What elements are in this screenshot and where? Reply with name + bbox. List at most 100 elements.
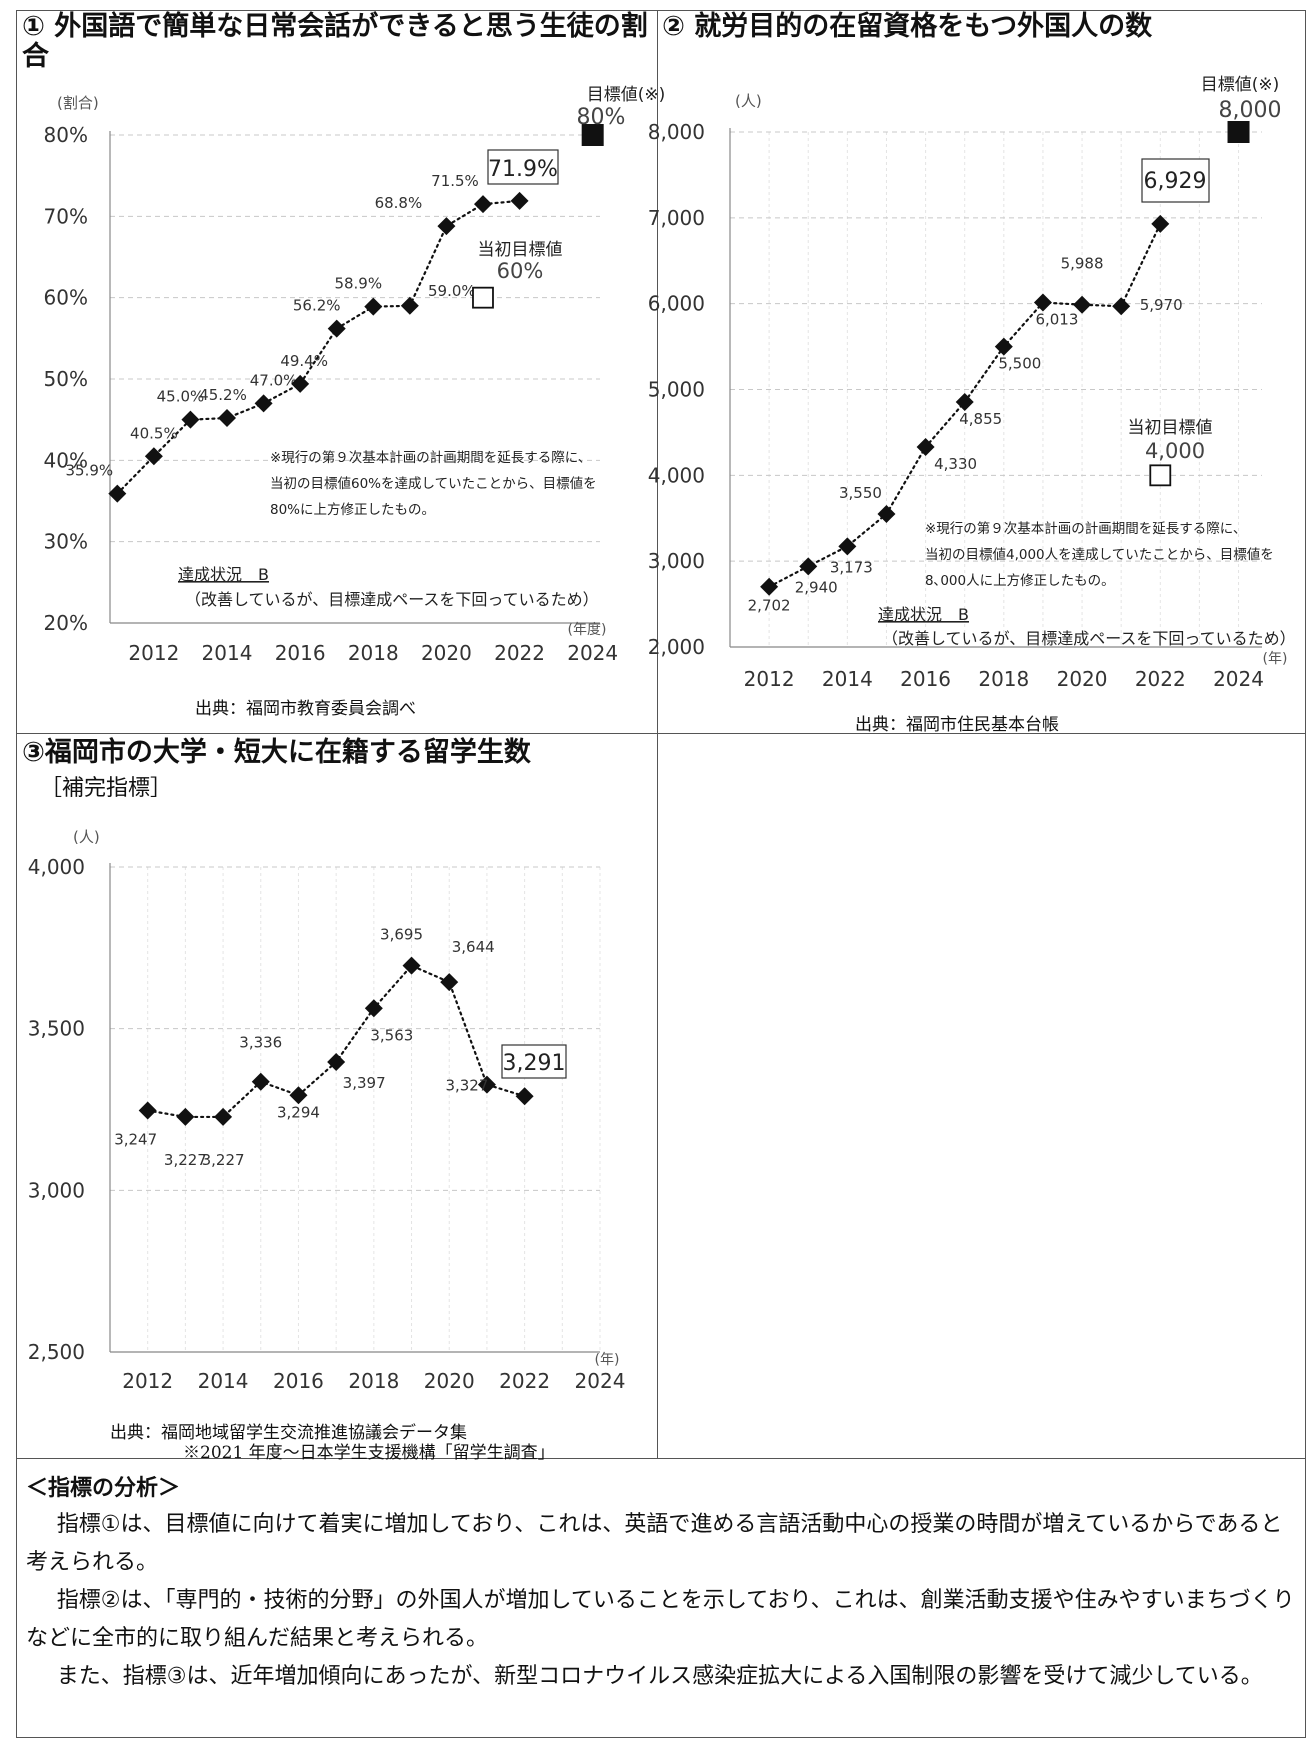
chart1-xtick-label-2: 2016 bbox=[275, 641, 326, 665]
chart1-point-2016 bbox=[291, 374, 310, 393]
chart2-target-label: 目標値(※) bbox=[1201, 75, 1280, 95]
chart3-xtick-label-5: 2022 bbox=[499, 1369, 550, 1393]
chart1-xtick-label-3: 2018 bbox=[348, 641, 399, 665]
chart3-source-line1: 出典：福岡地域留学生交流推進協議会データ集 bbox=[110, 1423, 467, 1443]
chart1-target-marker bbox=[581, 124, 604, 146]
chart1-data-label-2012: 40.5% bbox=[130, 424, 178, 442]
chart1-data-label-2013: 45.0% bbox=[157, 388, 205, 406]
chart3-ytick-label-2: 3,500 bbox=[28, 1017, 85, 1041]
chart1-data-label-2019: 59.0% bbox=[428, 282, 476, 300]
analysis-paragraph-3: また、指標③は、近年増加傾向にあったが、新型コロナウイルス感染症拡大による入国制… bbox=[56, 1664, 1263, 1689]
chart1-ytick-label-0: 20% bbox=[44, 611, 88, 635]
chart3-data-label-2018: 3,563 bbox=[370, 1026, 413, 1044]
chart2-target-value: 8,000 bbox=[1219, 98, 1282, 123]
chart1-initial-target-marker bbox=[472, 286, 494, 309]
chart1-ytick-label-4: 60% bbox=[44, 286, 88, 310]
chart1-ytick-label-1: 30% bbox=[44, 530, 88, 554]
chart1-data-label-2021: 71.5% bbox=[431, 172, 479, 190]
chart1-target-value: 80% bbox=[577, 105, 626, 130]
chart3-data-label-2014: 3,227 bbox=[202, 1151, 245, 1169]
chart1-point-2013 bbox=[181, 410, 200, 429]
chart3-data-label-2013: 3,227 bbox=[164, 1151, 207, 1169]
chart1-data-label-2017: 56.2% bbox=[293, 297, 341, 315]
chart1-xtick-label-6: 2024 bbox=[567, 641, 618, 665]
chart2-title: ② 就労目的の在留資格をもつ外国人の数 bbox=[662, 11, 1153, 42]
chart1-xtick-label-1: 2014 bbox=[202, 641, 253, 665]
chart2-xtick-label-1: 2014 bbox=[822, 667, 873, 691]
divider-horizontal-top bbox=[16, 733, 1306, 734]
chart3-point-2012 bbox=[138, 1101, 157, 1120]
chart2-source: 出典：福岡市住民基本台帳 bbox=[855, 715, 1059, 735]
chart2-xtick-label-6: 2024 bbox=[1213, 667, 1264, 691]
chart1-point-2019 bbox=[400, 296, 419, 315]
chart3-point-2015 bbox=[251, 1072, 270, 1091]
chart1-point-2021 bbox=[473, 195, 492, 214]
analysis-paragraph-1: 指標①は、目標値に向けて着実に増加しており、これは、英語で進める言語活動中心の授… bbox=[26, 1512, 1283, 1575]
chart3-point-2017 bbox=[327, 1052, 346, 1071]
chart3-point-2021 bbox=[477, 1075, 496, 1094]
chart2-data-label-2014: 3,173 bbox=[830, 558, 873, 576]
chart3-xunit-label: (年) bbox=[595, 1352, 620, 1368]
chart3-ytick-label-3: 4,000 bbox=[28, 855, 85, 879]
page-frame bbox=[16, 10, 1306, 1738]
chart3-xtick-label-6: 2024 bbox=[575, 1369, 626, 1393]
chart2-ytick-label-2: 4,000 bbox=[648, 463, 705, 487]
chart1-series-line bbox=[116, 199, 521, 495]
chart1-data-label-2020: 68.8% bbox=[375, 194, 423, 212]
analysis-paragraph-2: 指標②は、「専門的・技術的分野」の外国人が増加していることを示しており、これは、… bbox=[26, 1588, 1295, 1651]
chart2-xtick-label-5: 2022 bbox=[1135, 667, 1186, 691]
chart2-note-line-1: 当初の目標値4,000人を達成していたことから、目標値を bbox=[925, 546, 1274, 563]
chart3-data-label-2019: 3,695 bbox=[380, 926, 423, 944]
chart1-status-label: 達成状況 B bbox=[178, 565, 269, 584]
chart2-ytick-label-3: 5,000 bbox=[648, 378, 705, 402]
divider-vertical bbox=[657, 10, 658, 1458]
chart3-data-label-2015: 3,336 bbox=[239, 1034, 282, 1052]
chart3-subtitle: ［補完指標］ bbox=[40, 776, 173, 801]
chart3-point-2016 bbox=[289, 1086, 308, 1105]
chart3-ytick-label-1: 3,000 bbox=[28, 1178, 85, 1202]
chart1-target-label: 目標値(※) bbox=[587, 85, 666, 105]
chart3-point-2014 bbox=[214, 1107, 233, 1126]
chart1-point-2020 bbox=[437, 217, 456, 236]
chart1-data-label-2016: 49.4% bbox=[280, 352, 328, 370]
chart2-data-label-2019: 6,013 bbox=[1035, 311, 1078, 329]
chart2-note-line-0: ※現行の第９次基本計画の計画期間を延長する際に、 bbox=[925, 520, 1246, 537]
chart2-xtick-label-3: 2018 bbox=[978, 667, 1029, 691]
analysis-title: ＜指標の分析＞ bbox=[26, 1476, 181, 1501]
chart1-highlight-box bbox=[487, 149, 559, 185]
chart2-data-label-2021: 5,970 bbox=[1140, 296, 1183, 314]
chart2-point-2016 bbox=[916, 438, 935, 457]
chart3-point-2020 bbox=[440, 973, 459, 992]
chart2-highlight-box bbox=[1141, 158, 1210, 203]
chart2-point-2012 bbox=[760, 577, 779, 596]
chart2-point-2017 bbox=[955, 392, 974, 411]
chart1-source: 出典：福岡市教育委員会調べ bbox=[195, 699, 416, 719]
chart2-status-note: （改善しているが、目標達成ペースを下回っているため） bbox=[882, 629, 1296, 648]
chart3-data-label-2017: 3,397 bbox=[343, 1074, 386, 1092]
chart1-ytick-label-5: 70% bbox=[44, 204, 88, 228]
chart1-point-2011 bbox=[108, 484, 127, 503]
chart2-xunit-label: (年) bbox=[1263, 651, 1288, 667]
chart2-unit-label: (人) bbox=[735, 92, 762, 110]
chart3-unit-label: (人) bbox=[73, 828, 100, 846]
chart3-data-label-2021: 3,327 bbox=[445, 1077, 488, 1095]
chart1-data-label-2015: 47.0% bbox=[250, 371, 298, 389]
chart2-data-label-2016: 4,330 bbox=[934, 455, 977, 473]
chart1-ytick-label-6: 80% bbox=[44, 123, 88, 147]
chart2-point-2019 bbox=[1033, 293, 1052, 312]
chart1-point-2012 bbox=[144, 447, 163, 466]
chart2-xtick-label-0: 2012 bbox=[744, 667, 795, 691]
chart2-data-label-2017: 4,855 bbox=[959, 410, 1002, 428]
chart3-xtick-label-2: 2016 bbox=[273, 1369, 324, 1393]
chart2-note-line-2: 8､000人に上方修正したもの。 bbox=[925, 573, 1115, 589]
chart2-point-2022 bbox=[1151, 214, 1170, 233]
chart3-point-2022 bbox=[515, 1087, 534, 1106]
chart3-highlight-box bbox=[501, 1044, 567, 1079]
chart1-data-label-2018: 58.9% bbox=[334, 275, 382, 293]
chart2-highlight-label: 6,929 bbox=[1144, 169, 1207, 194]
chart2-data-label-2015: 3,550 bbox=[839, 484, 882, 502]
chart1-title: ① 外国語で簡単な日常会話ができると思う生徒の割合 bbox=[22, 11, 648, 72]
chart3-point-2018 bbox=[364, 999, 383, 1018]
chart1-xunit-label: (年度) bbox=[568, 622, 607, 638]
